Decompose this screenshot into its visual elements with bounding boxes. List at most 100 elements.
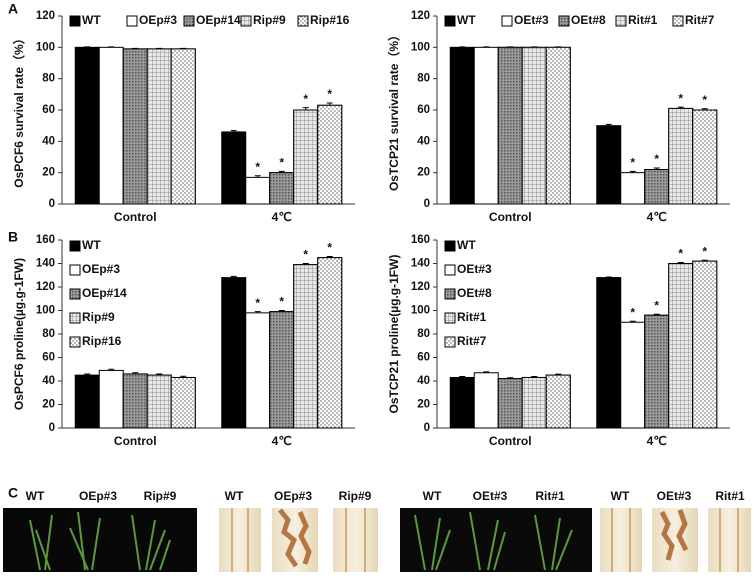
significance-mark: * bbox=[279, 295, 284, 309]
legend-swatch bbox=[444, 288, 456, 300]
error-bar bbox=[507, 377, 514, 379]
error-bar bbox=[278, 170, 285, 173]
error-bar bbox=[302, 263, 309, 265]
y-tick-label: 100 bbox=[411, 41, 430, 53]
photo-label: OEt#3 bbox=[657, 489, 692, 503]
bar-pattern bbox=[644, 314, 670, 429]
legend-label: OEt#8 bbox=[457, 286, 492, 300]
photo-label: OEt#3 bbox=[473, 489, 508, 503]
legend-label: Rip#9 bbox=[82, 310, 115, 324]
significance-mark: * bbox=[630, 156, 635, 170]
y-tick-label: 60 bbox=[417, 352, 430, 364]
bar bbox=[245, 312, 271, 429]
legend-swatch bbox=[297, 15, 309, 27]
error-bar bbox=[677, 106, 684, 109]
bar-pattern bbox=[497, 46, 523, 205]
bar-pattern bbox=[293, 109, 319, 205]
legend-swatch bbox=[69, 312, 81, 324]
y-tick-label: 120 bbox=[36, 281, 55, 293]
error-bar bbox=[326, 255, 333, 258]
error-bar bbox=[701, 259, 708, 262]
bar-pattern bbox=[146, 48, 172, 205]
legend-swatch bbox=[444, 264, 456, 276]
significance-mark: * bbox=[678, 247, 683, 261]
y-tick-label: 100 bbox=[36, 41, 55, 53]
error-bar bbox=[254, 175, 261, 178]
x-tick-label: Control bbox=[489, 434, 532, 448]
legend-label: OEt#3 bbox=[514, 13, 549, 27]
error-bar bbox=[677, 262, 684, 264]
photo-label: WT bbox=[26, 489, 45, 503]
y-tick-label: 160 bbox=[36, 234, 55, 246]
legend-label: Rip#16 bbox=[310, 13, 350, 27]
bar-pattern bbox=[122, 373, 148, 429]
y-tick-label: 120 bbox=[36, 10, 55, 22]
error-bar bbox=[605, 123, 612, 126]
bar bbox=[473, 372, 499, 429]
bar-pattern bbox=[545, 46, 571, 205]
legend-swatch bbox=[444, 312, 456, 324]
y-tick-label: 20 bbox=[42, 167, 55, 179]
photo-label: OEp#3 bbox=[79, 489, 117, 503]
error-bar bbox=[302, 107, 309, 110]
y-tick-label: 0 bbox=[424, 198, 430, 210]
error-bar bbox=[629, 170, 636, 173]
y-axis-label: OsPCF6 survival rate（%） bbox=[11, 32, 26, 187]
bar bbox=[473, 46, 499, 205]
error-bar bbox=[605, 276, 612, 278]
y-tick-label: 40 bbox=[417, 375, 430, 387]
y-tick-label: 0 bbox=[49, 198, 55, 210]
legend-swatch bbox=[69, 264, 81, 276]
y-tick-label: 20 bbox=[42, 399, 55, 411]
significance-mark: * bbox=[255, 160, 260, 174]
bar bbox=[245, 176, 271, 205]
significance-mark: * bbox=[654, 298, 659, 312]
error-bar bbox=[629, 320, 636, 323]
legend-swatch bbox=[444, 15, 456, 27]
bar-pattern bbox=[122, 48, 148, 205]
bar-pattern bbox=[146, 374, 172, 429]
error-bar bbox=[653, 313, 660, 316]
significance-mark: * bbox=[279, 156, 284, 170]
legend-label: OEp#3 bbox=[139, 13, 177, 27]
y-tick-label: 0 bbox=[424, 422, 430, 434]
y-tick-label: 120 bbox=[411, 10, 430, 22]
y-tick-label: 80 bbox=[417, 328, 430, 340]
photo-label: WT bbox=[423, 489, 442, 503]
legend-swatch bbox=[444, 336, 456, 348]
significance-mark: * bbox=[654, 152, 659, 166]
error-bar bbox=[701, 108, 708, 110]
photo-label: Rip#9 bbox=[339, 489, 372, 503]
bar bbox=[98, 46, 124, 205]
panel-label: A bbox=[8, 1, 18, 17]
bar-pattern bbox=[521, 376, 547, 429]
bar-pattern bbox=[668, 107, 694, 205]
bar bbox=[596, 125, 622, 205]
bar-pattern bbox=[293, 264, 319, 429]
photo-label: WT bbox=[225, 489, 244, 503]
error-bar bbox=[326, 102, 333, 106]
legend-label: Rit#1 bbox=[457, 310, 487, 324]
legend-label: OEt#8 bbox=[571, 13, 606, 27]
y-tick-label: 140 bbox=[36, 258, 55, 270]
x-tick-label: 4℃ bbox=[272, 434, 292, 448]
error-bar bbox=[254, 311, 261, 313]
y-tick-label: 60 bbox=[42, 104, 55, 116]
y-tick-label: 40 bbox=[42, 375, 55, 387]
legend-swatch bbox=[126, 15, 138, 27]
bar bbox=[596, 277, 622, 429]
photo-label: Rit#1 bbox=[535, 489, 565, 503]
photo-label: WT bbox=[611, 489, 630, 503]
legend-swatch bbox=[615, 15, 627, 27]
panel-label: B bbox=[8, 229, 18, 245]
legend-swatch bbox=[183, 15, 195, 27]
y-axis-label: OsPCF6 proline(µg.g-1FW) bbox=[12, 258, 26, 410]
legend-swatch bbox=[69, 288, 81, 300]
y-axis-label: OsTCP21 proline(µg.g-1FW) bbox=[387, 255, 401, 414]
legend-label: WT bbox=[457, 238, 476, 252]
panel-label: C bbox=[8, 485, 18, 501]
chart: 0 20 40 60 80 100 120 OsTCP21 survival rate（%） C… bbox=[386, 10, 730, 224]
bar-pattern bbox=[170, 376, 196, 429]
bar-pattern bbox=[668, 263, 694, 429]
